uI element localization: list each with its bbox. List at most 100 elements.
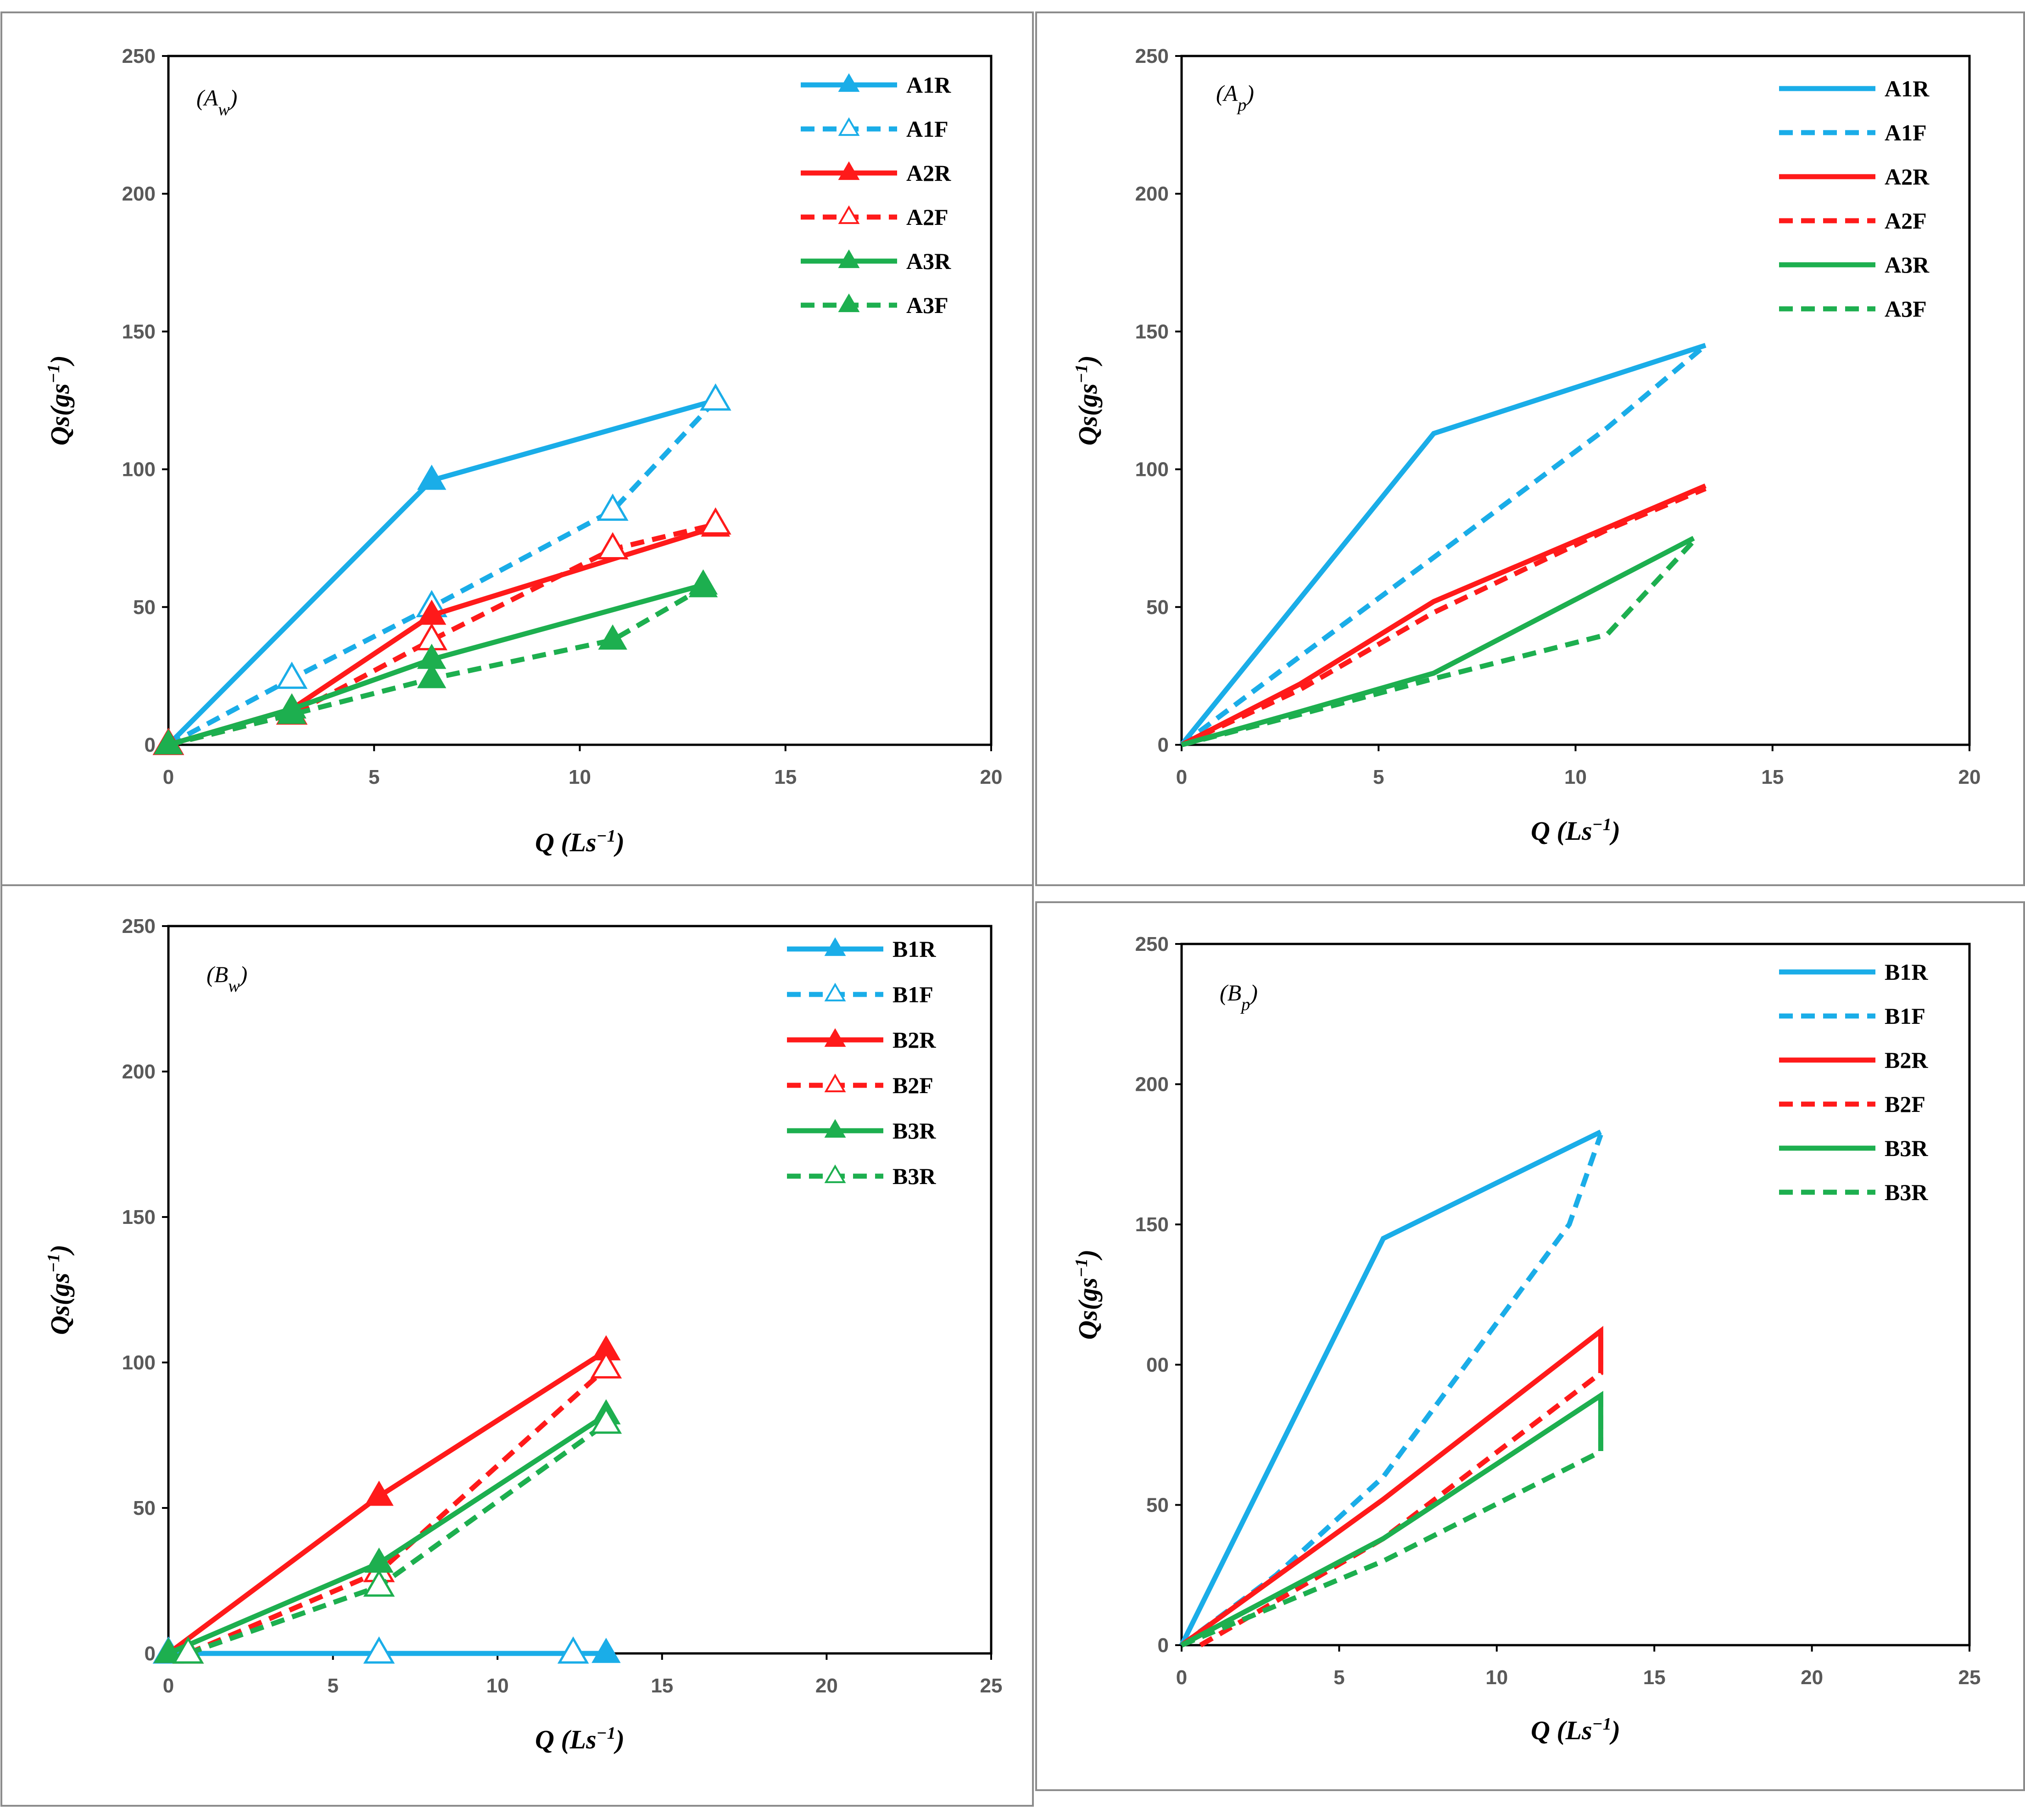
x-tick-label: 25 (980, 1675, 1003, 1697)
data-point-b3r (154, 1637, 183, 1663)
y-axis-title: Qs(gs−1) (44, 1245, 75, 1335)
y-axis-title: Qs(gs−1) (44, 355, 75, 446)
legend-marker-b1r (824, 937, 846, 956)
y-tick-label: 50 (133, 596, 156, 619)
panel-label: (Bw) (206, 961, 247, 996)
data-point-b1r (591, 1637, 621, 1663)
legend-marker-b3r (824, 1119, 846, 1138)
y-tick-label: 150 (1135, 320, 1169, 343)
panel-label: (Ap) (1216, 80, 1254, 115)
legend-label: B3R (893, 1163, 936, 1189)
legend-label: A2R (1885, 164, 1930, 190)
legend-label: B1R (1885, 959, 1928, 985)
x-tick-label: 20 (1801, 1666, 1823, 1689)
data-point-a3f (688, 572, 718, 597)
panel-frame (1035, 901, 2025, 1791)
x-axis-title: Q (Ls−1) (535, 826, 625, 857)
data-point-b3r (590, 1406, 622, 1434)
legend-label: A3R (1885, 252, 1930, 278)
y-tick-label: 150 (122, 320, 156, 343)
legend-marker-b2r (824, 1028, 846, 1047)
x-tick-label: 20 (1958, 766, 1981, 788)
x-tick-label: 10 (1485, 1666, 1508, 1689)
x-tick-label: 20 (815, 1675, 838, 1697)
y-tick-label: 50 (133, 1497, 156, 1519)
y-tick-label: 100 (122, 458, 156, 481)
y-tick-label: 0 (1158, 734, 1169, 756)
data-point-a2f (597, 532, 629, 559)
data-point-b3r (363, 1569, 395, 1597)
x-tick-label: 0 (163, 1675, 174, 1697)
x-tick-label: 5 (368, 766, 379, 788)
y-tick-label: 250 (122, 45, 156, 67)
legend-marker-a2r (838, 161, 860, 180)
x-axis-title: Q (Ls−1) (1531, 1714, 1620, 1745)
x-tick-label: 5 (327, 1675, 338, 1697)
legend-label: A3F (1885, 296, 1927, 322)
legend-label: B2F (1885, 1091, 1925, 1117)
chart-panel-Ap: 0 50 100 150 200 250 0 5 10 15 20 Q (Ls−1) Qs(gs−1) (… (1035, 11, 2025, 886)
y-tick-label: 00 (1146, 1354, 1169, 1376)
x-tick-label: 10 (486, 1675, 509, 1697)
panel-label: (Aw) (196, 85, 237, 119)
data-point-b2f (590, 1351, 622, 1379)
legend-label: B3R (893, 1118, 936, 1144)
data-point-a3f (154, 729, 183, 754)
x-tick-label: 15 (651, 1675, 673, 1697)
x-tick-label: 5 (1373, 766, 1384, 788)
series-line-a1f-dashed (1180, 343, 1707, 747)
y-tick-label: 50 (1146, 1494, 1169, 1516)
data-point-b3r (172, 1636, 204, 1664)
legend-label: A2F (1885, 208, 1927, 234)
y-tick-label: 0 (1158, 1634, 1169, 1657)
legend-marker-b1f (824, 983, 846, 1002)
legend-label: B2R (893, 1027, 936, 1053)
series-line-b1r-solid (1179, 1129, 1602, 1647)
data-point-a3f (417, 663, 446, 688)
y-tick-label: 0 (145, 734, 156, 756)
legend-label: B3R (1885, 1179, 1928, 1205)
y-tick-label: 100 (122, 1351, 156, 1374)
y-tick-label: 250 (1135, 933, 1169, 955)
legend-label: A2F (906, 204, 948, 230)
legend-label: B1R (893, 936, 936, 962)
x-tick-label: 15 (1761, 766, 1784, 788)
y-tick-label: 250 (122, 915, 156, 938)
data-point-a1f (700, 383, 731, 411)
legend-label: A3R (906, 248, 951, 274)
panel-label: (Bp) (1220, 980, 1258, 1014)
data-point-b1f (363, 1636, 395, 1664)
legend-label: A3F (906, 292, 948, 318)
legend-marker-a1r (838, 73, 860, 92)
legend-label: A2R (906, 160, 951, 186)
x-axis-title: Q (Ls−1) (535, 1724, 625, 1754)
panel-frame (1035, 11, 2025, 886)
chart-panel-Bw: 0 50 100 150 200 250 0 5 10 15 20 25 Q (Ls−1) Qs(gs−1… (0, 884, 1034, 1807)
data-point-a1f (276, 661, 308, 689)
x-tick-label: 20 (980, 766, 1003, 788)
x-tick-label: 0 (1176, 766, 1187, 788)
y-axis-title: Qs(gs−1) (1072, 355, 1103, 446)
legend-marker-b2f (824, 1073, 846, 1093)
y-tick-label: 150 (1135, 1213, 1169, 1236)
y-tick-label: 50 (1146, 596, 1169, 619)
y-tick-label: 100 (1135, 458, 1169, 481)
data-point-a3f (598, 624, 627, 650)
legend-label: B2F (893, 1072, 933, 1098)
legend-marker-a1f (838, 117, 860, 136)
series-line-a2f-dashed (1180, 486, 1707, 747)
y-tick-label: 150 (122, 1206, 156, 1228)
legend-marker-a2f (838, 205, 860, 224)
legend-label: A1R (906, 72, 951, 98)
x-axis-title: Q (Ls−1) (1531, 815, 1620, 846)
data-point-a1f (597, 493, 629, 521)
legend-label: B2R (1885, 1047, 1928, 1073)
legend-marker-a3f (838, 293, 860, 313)
series-line-a3r-solid (1181, 536, 1695, 748)
data-point-b1f (557, 1636, 589, 1664)
legend-label: B3R (1885, 1135, 1928, 1161)
chart-panel-Aw: 0 50 100 150 200 250 0 5 10 15 20 Q (Ls−1) Qs(gs−1) (… (0, 11, 1034, 886)
legend-marker-b3r (824, 1164, 846, 1184)
y-tick-label: 200 (1135, 183, 1169, 205)
